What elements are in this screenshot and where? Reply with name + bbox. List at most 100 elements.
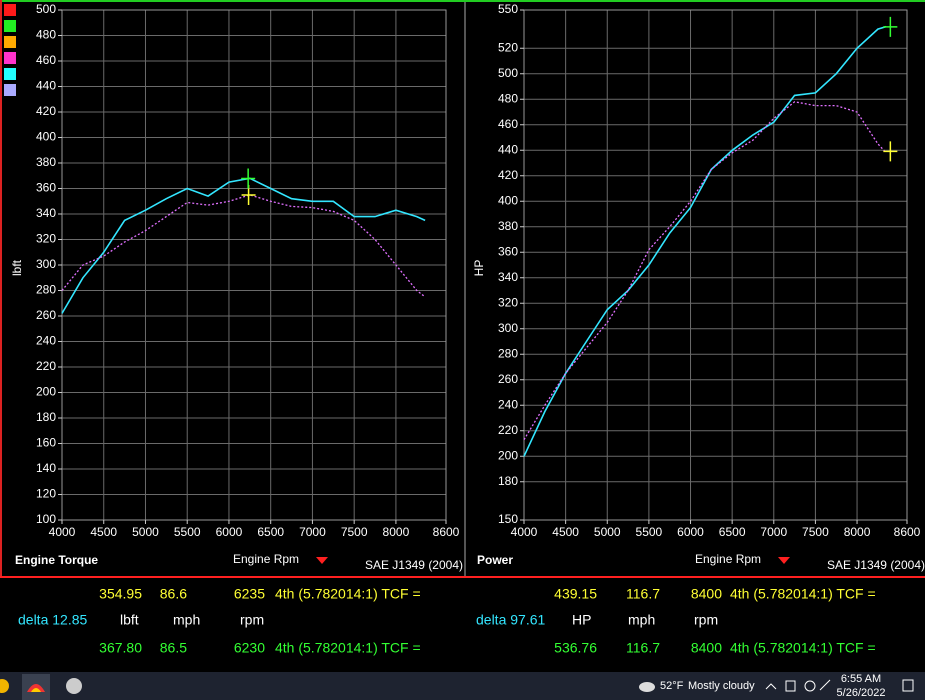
y-tick-label: 260 bbox=[36, 308, 56, 322]
y-tick-label: 550 bbox=[498, 2, 518, 16]
x-tick-label: 5500 bbox=[636, 525, 663, 539]
y-tick-label: 440 bbox=[36, 79, 56, 93]
standard-label: SAE J1349 (2004) bbox=[827, 558, 925, 572]
readout-top: 439.15 bbox=[554, 586, 597, 602]
taskbar-bg bbox=[0, 672, 925, 700]
y-tick-label: 500 bbox=[36, 2, 56, 16]
x-axis-dropdown[interactable] bbox=[778, 557, 790, 564]
x-tick-label: 4500 bbox=[90, 525, 117, 539]
tray-icon[interactable] bbox=[804, 680, 816, 692]
y-tick-label: 180 bbox=[498, 474, 518, 488]
y-tick-label: 100 bbox=[36, 512, 56, 526]
x-tick-label: 5000 bbox=[132, 525, 159, 539]
y-tick-label: 480 bbox=[36, 28, 56, 42]
run-swatch[interactable] bbox=[4, 36, 16, 48]
x-tick-label: 7000 bbox=[760, 525, 787, 539]
top-border bbox=[0, 0, 925, 2]
data-line bbox=[523, 101, 887, 441]
readout-bottom: 367.80 bbox=[99, 640, 142, 656]
run-swatch[interactable] bbox=[4, 20, 16, 32]
x-axis-dropdown[interactable] bbox=[316, 557, 328, 564]
y-tick-label: 200 bbox=[36, 385, 56, 399]
standard-label: SAE J1349 (2004) bbox=[365, 558, 463, 572]
panel-title: Engine Torque bbox=[15, 553, 98, 567]
x-tick-label: 5500 bbox=[174, 525, 201, 539]
app-icon[interactable] bbox=[0, 679, 9, 693]
y-tick-label: 340 bbox=[36, 206, 56, 220]
run-colors bbox=[4, 4, 16, 96]
y-tick-label: 260 bbox=[498, 372, 518, 386]
x-tick-label: 5000 bbox=[594, 525, 621, 539]
y-tick-label: 240 bbox=[36, 334, 56, 348]
clock-time[interactable]: 6:55 AM bbox=[841, 673, 881, 685]
y-tick-label: 440 bbox=[498, 142, 518, 156]
y-tick-label: 160 bbox=[36, 436, 56, 450]
readout-top: 116.7 bbox=[626, 586, 660, 602]
y-tick-label: 400 bbox=[36, 130, 56, 144]
x-tick-label: 6000 bbox=[216, 525, 243, 539]
x-axis-label: Engine Rpm bbox=[695, 552, 761, 566]
tray-icon[interactable] bbox=[819, 679, 831, 691]
notification-icon[interactable] bbox=[902, 679, 914, 692]
left-border bbox=[0, 0, 2, 576]
cursor-marker bbox=[883, 16, 898, 37]
tray-chevron[interactable] bbox=[765, 683, 777, 690]
readout-bottom: 8400 bbox=[691, 640, 722, 656]
clock-date[interactable]: 5/26/2022 bbox=[837, 687, 886, 699]
y-tick-label: 300 bbox=[498, 321, 518, 335]
readout-top: 86.6 bbox=[160, 586, 187, 602]
y-tick-label: 360 bbox=[36, 181, 56, 195]
readout-delta: delta 12.85 bbox=[18, 612, 87, 628]
readout-bottom: 4th (5.782014:1) TCF = bbox=[730, 640, 876, 656]
x-tick-label: 4500 bbox=[552, 525, 579, 539]
readout-bottom: 116.7 bbox=[626, 640, 660, 656]
readout-unit: mph bbox=[173, 612, 200, 628]
y-tick-label: 240 bbox=[498, 397, 518, 411]
readout-top: 6235 bbox=[234, 586, 265, 602]
y-tick-label: 220 bbox=[498, 423, 518, 437]
run-swatch[interactable] bbox=[4, 84, 16, 96]
run-swatch[interactable] bbox=[4, 68, 16, 80]
x-tick-label: 7000 bbox=[299, 525, 326, 539]
y-tick-label: 150 bbox=[498, 512, 518, 526]
readout-top: 8400 bbox=[691, 586, 722, 602]
readout-top: 354.95 bbox=[99, 586, 142, 602]
app-icon[interactable] bbox=[66, 678, 82, 694]
y-tick-label: 120 bbox=[36, 487, 56, 501]
y-tick-label: 500 bbox=[498, 66, 518, 80]
tray-icon[interactable] bbox=[785, 680, 796, 692]
run-swatch[interactable] bbox=[4, 4, 16, 16]
cursor-marker bbox=[241, 168, 256, 189]
y-tick-label: 320 bbox=[498, 295, 518, 309]
y-tick-label: 420 bbox=[36, 104, 56, 118]
y-tick-label: 480 bbox=[498, 91, 518, 105]
y-tick-label: 380 bbox=[498, 219, 518, 233]
app-icon bbox=[31, 688, 41, 692]
weather-temp[interactable]: 52°F bbox=[660, 680, 684, 692]
x-tick-label: 6500 bbox=[719, 525, 746, 539]
readout-bottom: 86.5 bbox=[160, 640, 187, 656]
x-tick-label: 8000 bbox=[844, 525, 871, 539]
weather-text[interactable]: Mostly cloudy bbox=[688, 680, 755, 692]
y-tick-label: 380 bbox=[36, 155, 56, 169]
weather-icon[interactable] bbox=[639, 682, 655, 692]
readout-delta: delta 97.61 bbox=[476, 612, 545, 628]
y-tick-label: 220 bbox=[36, 359, 56, 373]
run-swatch[interactable] bbox=[4, 52, 16, 64]
x-tick-label: 6000 bbox=[677, 525, 704, 539]
readout-top: 4th (5.782014:1) TCF = bbox=[275, 586, 421, 602]
plot-frame bbox=[523, 9, 908, 521]
cursor-marker bbox=[883, 141, 898, 162]
x-tick-label: 7500 bbox=[802, 525, 829, 539]
y-tick-label: 140 bbox=[36, 461, 56, 475]
y-tick-label: 180 bbox=[36, 410, 56, 424]
y-tick-label: 320 bbox=[36, 232, 56, 246]
readout-bottom: 536.76 bbox=[554, 640, 597, 656]
y-tick-label: 360 bbox=[498, 244, 518, 258]
y-axis-label: lbft bbox=[10, 259, 24, 276]
x-tick-label: 4000 bbox=[49, 525, 76, 539]
y-tick-label: 300 bbox=[36, 257, 56, 271]
readout-unit: mph bbox=[628, 612, 655, 628]
